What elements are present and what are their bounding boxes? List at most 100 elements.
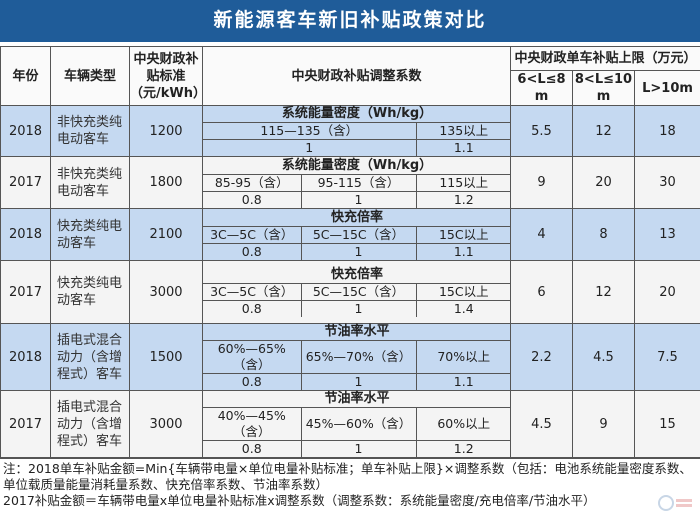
subsidy-cap-cell: 4.5	[573, 324, 635, 391]
coefficient-category: 节油率水平	[203, 324, 511, 341]
year-cell: 2018	[1, 324, 51, 391]
coefficient-category-row: 节油率水平	[203, 324, 511, 341]
coefficient-range: 85-95（含）	[203, 174, 301, 191]
coefficient-category-row: 快充倍率	[203, 267, 511, 284]
coefficient-range: 65%—70%（含）	[301, 341, 416, 374]
coefficient-category: 快充倍率	[203, 210, 511, 227]
coefficient-value: 0.8	[203, 441, 301, 458]
footer-notes: 注：2018单车补贴金额=Min{车辆带电量×单位电量补贴标准；单车补贴上限}×…	[0, 458, 700, 511]
footer-note-2018: 注：2018单车补贴金额=Min{车辆带电量×单位电量补贴标准；单车补贴上限}×…	[3, 461, 697, 493]
coefficient-value: 1	[301, 441, 416, 458]
coefficient-value: 1.1	[416, 243, 511, 260]
coefficient-value: 0.8	[203, 191, 301, 208]
subsidy-cap-cell: 15	[635, 391, 700, 458]
coefficient-value: 1.1	[416, 140, 511, 157]
coefficient-category-row: 系统能量密度（Wh/kg）	[203, 158, 511, 175]
subsidy-standard-cell: 2100	[130, 209, 203, 261]
header-year: 年份	[1, 47, 51, 106]
coefficient-category-row: 快充倍率	[203, 210, 511, 227]
subsidy-cap-cell: 7.5	[635, 324, 700, 391]
coefficient-category: 节油率水平	[203, 391, 511, 408]
subsidy-cap-cell: 20	[635, 261, 700, 324]
coefficient-category: 系统能量密度（Wh/kg）	[203, 158, 511, 175]
subsidy-cap-cell: 5.5	[511, 106, 573, 157]
vehicle-type-cell: 插电式混合动力（含增程式）客车	[51, 324, 130, 391]
year-cell: 2017	[1, 261, 51, 324]
coefficient-range: 70%以上	[416, 341, 511, 374]
subsidy-standard-cell: 1500	[130, 324, 203, 391]
coefficient-range: 3C—5C（含）	[203, 226, 301, 243]
subsidy-cap-cell: 12	[573, 261, 635, 324]
subsidy-cap-cell: 6	[511, 261, 573, 324]
coefficient-range: 5C—15C（含）	[301, 284, 416, 301]
coefficient-value: 1	[203, 140, 416, 157]
year-cell: 2017	[1, 157, 51, 209]
vehicle-type-cell: 插电式混合动力（含增程式）客车	[51, 391, 130, 458]
vehicle-type-cell: 快充类纯电动客车	[51, 209, 130, 261]
coefficient-range: 3C—5C（含）	[203, 284, 301, 301]
header-coef: 中央财政补贴调整系数	[203, 47, 511, 106]
page-title: 新能源客车新旧补贴政策对比	[0, 0, 700, 46]
coefficient-category-row: 系统能量密度（Wh/kg）	[203, 106, 511, 123]
year-cell: 2017	[1, 391, 51, 458]
subsidy-standard-cell: 1200	[130, 106, 203, 157]
header-cap-6-8: 6<L≤8m	[511, 71, 573, 106]
coefficient-range-row: 85-95（含）95-115（含）115以上	[203, 174, 511, 191]
coefficient-range-row: 115—135（含）135以上	[203, 123, 511, 140]
coefficient-value: 1.2	[416, 191, 511, 208]
policy-table: 年份 车辆类型 中央财政补贴标准（元/kWh） 中央财政补贴调整系数 中央财政单…	[0, 46, 700, 458]
coefficient-range: 15C以上	[416, 284, 511, 301]
subsidy-cap-cell: 13	[635, 209, 700, 261]
header-cap: 中央财政单车补贴上限（万元）	[511, 47, 700, 71]
subsidy-cap-cell: 2.2	[511, 324, 573, 391]
coefficient-range: 40%—45%（含）	[203, 408, 301, 441]
coefficient-range: 115以上	[416, 174, 511, 191]
coefficient-value: 0.8	[203, 301, 301, 318]
coefficient-range: 45%—60%（含）	[301, 408, 416, 441]
coefficient-range: 5C—15C（含）	[301, 226, 416, 243]
header-cap-8-10: 8<L≤10m	[573, 71, 635, 106]
vehicle-type-cell: 非快充类纯电动客车	[51, 106, 130, 157]
year-cell: 2018	[1, 209, 51, 261]
subsidy-cap-cell: 9	[511, 157, 573, 209]
coefficient-value: 1	[301, 243, 416, 260]
coefficient-range: 95-115（含）	[301, 174, 416, 191]
year-cell: 2018	[1, 106, 51, 157]
subsidy-standard-cell: 3000	[130, 391, 203, 458]
coefficient-range: 60%以上	[416, 408, 511, 441]
header-standard: 中央财政补贴标准（元/kWh）	[130, 47, 203, 106]
coefficient-value: 1.2	[416, 441, 511, 458]
coefficient-value: 1	[301, 374, 416, 391]
footer-note-2017: 2017补贴金额＝车辆带电量x单位电量补贴标准x调整系数（调整系数：系统能量密度…	[3, 493, 697, 509]
coefficient-range: 60%—65%（含）	[203, 341, 301, 374]
coefficient-value: 1.1	[416, 374, 511, 391]
coefficient-range-row: 40%—45%（含）45%—60%（含）60%以上	[203, 408, 511, 441]
subsidy-cap-cell: 30	[635, 157, 700, 209]
coefficient-range: 135以上	[416, 123, 511, 140]
subsidy-standard-cell: 3000	[130, 261, 203, 324]
header-cap-10: L>10m	[635, 71, 700, 106]
subsidy-cap-cell: 18	[635, 106, 700, 157]
subsidy-cap-cell: 9	[573, 391, 635, 458]
coefficient-range-row: 3C—5C（含）5C—15C（含）15C以上	[203, 284, 511, 301]
coefficient-value: 1	[301, 191, 416, 208]
